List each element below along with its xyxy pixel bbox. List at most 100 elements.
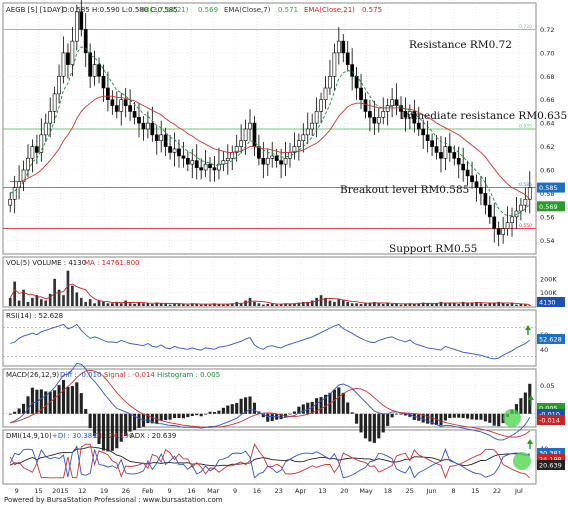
volume-bar: [479, 303, 483, 306]
macd-histogram-bar: [261, 413, 265, 418]
candle-body: [21, 169, 26, 183]
volume-bar: [186, 304, 190, 306]
volume-bar: [412, 303, 416, 306]
macd-histogram-bar: [204, 413, 208, 415]
volume-bar: [346, 301, 350, 306]
macd-histogram-bar: [386, 413, 390, 426]
volume-bar: [13, 281, 16, 306]
volume-bar: [226, 303, 230, 306]
macd-histogram-bar: [217, 410, 221, 414]
candle-body: [403, 111, 408, 118]
volume-bar: [17, 300, 21, 306]
volume-bar: [257, 303, 261, 306]
macd-histogram-bar: [75, 382, 79, 414]
volume-panel: [2, 256, 537, 308]
rsi-line: [10, 323, 531, 360]
macd-label: MACD(26,12,9): [6, 371, 59, 379]
candle-body: [297, 140, 301, 147]
volume-bar: [115, 301, 119, 306]
volume-bar: [426, 303, 429, 306]
candle-body: [323, 87, 328, 101]
dmi-plus-label: +DI : 30.381: [52, 432, 97, 440]
annotation-immediate-resistance: Immediate resistance RM0.635: [400, 110, 567, 122]
volume-bar: [519, 303, 523, 306]
macd-up-arrow-head: [528, 395, 534, 400]
macd-histogram-bar: [372, 413, 376, 443]
macd-histogram-bar: [164, 413, 168, 420]
volume-bar: [275, 304, 278, 306]
volume-bar: [417, 303, 421, 306]
macd-histogram-bar: [421, 413, 425, 423]
candle-body: [43, 122, 48, 136]
price-tick-label: 0.60: [540, 167, 554, 175]
candle-body: [447, 146, 452, 153]
volume-bar: [457, 303, 461, 306]
annotation-resistance: Resistance RM0.72: [409, 39, 512, 51]
macd-histogram-bar: [61, 380, 66, 414]
candle-body: [345, 52, 350, 65]
x-tick-label: 18: [384, 487, 392, 495]
candle-body: [292, 146, 297, 153]
candle-body: [248, 122, 252, 130]
macd-histogram-bar: [288, 413, 292, 415]
volume-bar: [173, 303, 176, 306]
volume-bar: [484, 303, 487, 306]
candle-body: [452, 152, 457, 159]
macd-histogram-bar: [315, 398, 319, 414]
volume-bar: [35, 295, 39, 306]
volume-bar: [284, 303, 287, 306]
candle-body: [132, 111, 137, 118]
candlesticks: [8, 0, 532, 452]
macd-tick-label: 0.05: [540, 382, 554, 390]
candle-body: [319, 99, 323, 112]
candle-body: [261, 157, 266, 165]
dmi-plus-tag: [537, 448, 565, 458]
macd-histogram-bar: [208, 411, 212, 414]
volume-bar: [266, 303, 270, 306]
volume-bar: [155, 302, 159, 306]
macd-histogram-bar: [252, 402, 257, 414]
candle-body: [212, 167, 217, 171]
candle-body: [483, 193, 488, 206]
candle-body: [66, 52, 70, 65]
value-tags: 0.585 0.569 4130 52.628 0.005-0.010-0.014 30.…: [537, 182, 565, 470]
dmi-label: DMI(14,9,10): [6, 432, 52, 440]
volume-bar: [31, 297, 34, 306]
volume-bar: [53, 278, 56, 306]
macd-histogram-bar: [13, 411, 17, 414]
x-tick-label: 9: [167, 487, 171, 495]
volume-bar: [270, 303, 274, 306]
macd-histogram-bar: [337, 387, 341, 414]
candle-body: [270, 155, 275, 159]
rsi-tag: [537, 334, 565, 344]
volume-bar: [377, 303, 381, 306]
x-tick-label: 15: [471, 487, 479, 495]
volume-label: VOL(5) VOLUME : 4130: [6, 259, 86, 267]
candle-body: [159, 134, 164, 142]
candle-body: [394, 99, 399, 106]
macd-histogram-bar: [199, 413, 203, 417]
macd-histogram-bar: [226, 405, 230, 414]
macd-signal-label: Signal : -0.014: [104, 371, 155, 379]
volume-bar: [39, 299, 43, 306]
candle-body: [243, 128, 248, 142]
volume-bar: [124, 300, 128, 306]
line-tag: 0.585: [519, 182, 532, 188]
candle-body: [505, 222, 510, 229]
candle-body: [92, 64, 97, 77]
candle-body: [190, 160, 195, 165]
x-tick-label: 9: [233, 487, 237, 495]
volume-tick-label: 100K: [540, 289, 557, 297]
volume-bar: [195, 303, 199, 306]
volume-bar: [386, 303, 390, 306]
volume-bar: [84, 301, 88, 306]
candle-body: [314, 111, 319, 124]
volume-bar: [164, 303, 167, 306]
signal-markers: [503, 325, 534, 470]
rsi-tick-label: 40: [540, 346, 548, 354]
volume-bar: [48, 293, 52, 306]
macd-histogram-bar: [403, 413, 407, 416]
volume-bar: [452, 303, 456, 306]
candle-body: [465, 169, 470, 177]
volume-bar: [319, 295, 323, 306]
